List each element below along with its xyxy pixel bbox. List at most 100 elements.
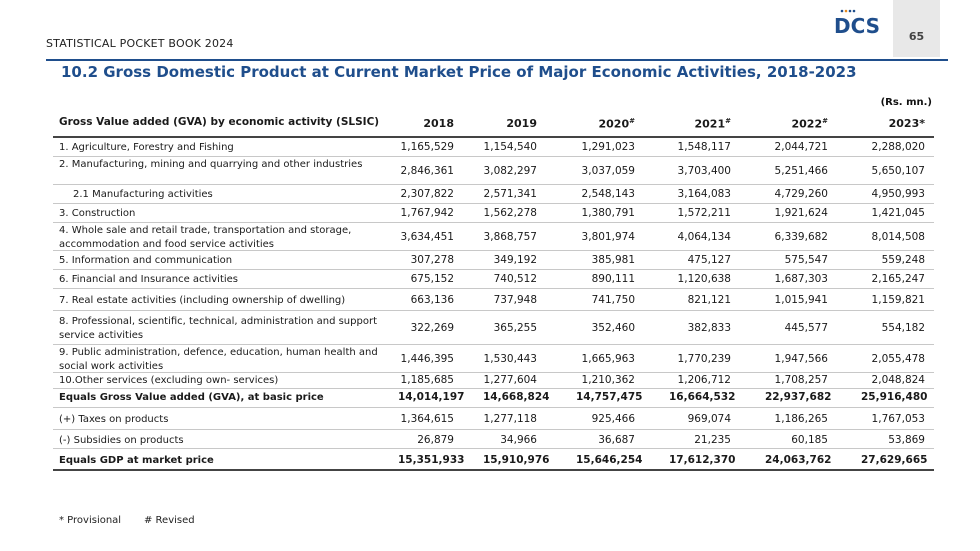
table-row: 10.Other services (excluding own- servic…	[53, 373, 934, 389]
table-row: 3. Construction 1,767,942 1,562,278 1,380,7…	[53, 204, 934, 223]
table-row: 5. Information and communication 307,278 3…	[53, 251, 934, 270]
cell-2018: 15,351,933	[398, 454, 465, 466]
cell-2021: 16,664,532	[669, 391, 736, 403]
cell-2019: 1,277,604	[483, 374, 537, 386]
row-label: (-) Subsidies on products	[59, 435, 184, 446]
cell-2021: 1,572,211	[677, 207, 731, 219]
row-label: 9. Public administration, defence, educa…	[59, 347, 378, 372]
cell-2022: 24,063,762	[765, 454, 832, 466]
table-row: (+) Taxes on products 1,364,615 1,277,118 9…	[53, 408, 934, 430]
cell-2020: 2,548,143	[581, 188, 635, 200]
cell-2022: 22,937,682	[765, 391, 832, 403]
cell-2019: 1,154,540	[483, 141, 537, 153]
header-year-mark: *	[919, 117, 925, 130]
cell-2021: 4,064,134	[677, 231, 731, 243]
cell-2023: 2,165,247	[871, 273, 925, 285]
cell-2018: 14,014,197	[398, 391, 465, 403]
row-label: 2.1 Manufacturing activities	[73, 189, 213, 200]
cell-2022: 1,186,265	[774, 413, 828, 425]
cell-2022: 1,015,941	[774, 294, 828, 306]
table-header-row: Gross Value added (GVA) by economic acti…	[53, 111, 934, 138]
header-rule	[46, 59, 948, 61]
cell-2023: 25,916,480	[861, 391, 928, 403]
header-year-text: 2018	[423, 117, 454, 130]
table-row: Equals GDP at market price 15,351,933 15,9…	[53, 449, 934, 471]
cell-2022: 4,729,260	[774, 188, 828, 200]
cell-2022: 445,577	[784, 322, 828, 334]
table-row: 6. Financial and Insurance activities 675…	[53, 270, 934, 289]
cell-2021: 1,770,239	[677, 353, 731, 365]
cell-2023: 559,248	[881, 254, 925, 266]
cell-2020: 14,757,475	[576, 391, 643, 403]
cell-2020: 385,981	[591, 254, 635, 266]
header-year-1: 2019	[483, 117, 537, 130]
cell-2019: 1,530,443	[483, 353, 537, 365]
header-year-text: 2019	[506, 117, 537, 130]
cell-2018: 1,165,529	[400, 141, 454, 153]
cell-2019: 365,255	[493, 322, 537, 334]
units-label: (Rs. mn.)	[880, 97, 932, 108]
cell-2019: 2,571,341	[483, 188, 537, 200]
header-year-0: 2018	[398, 117, 454, 130]
row-label: 4. Whole sale and retail trade, transpor…	[59, 225, 352, 250]
header-year-mark: #	[629, 117, 635, 125]
header-year-mark: #	[725, 117, 731, 125]
cell-2022: 60,185	[791, 434, 828, 446]
header-year-text: 2020	[598, 117, 630, 131]
cell-2021: 475,127	[687, 254, 731, 266]
cell-2020: 1,380,791	[581, 207, 635, 219]
cell-2018: 663,136	[410, 294, 454, 306]
page-number-box: 65	[893, 0, 940, 57]
cell-2018: 3,634,451	[400, 231, 454, 243]
cell-2020: 15,646,254	[576, 454, 643, 466]
footnote-revised: # Revised	[144, 515, 195, 526]
cell-2023: 27,629,665	[861, 454, 928, 466]
row-label: Equals GDP at market price	[59, 455, 214, 466]
logo-dots-icon	[840, 9, 856, 13]
page-number: 65	[908, 30, 925, 43]
cell-2019: 740,512	[493, 273, 537, 285]
cell-2021: 969,074	[687, 413, 731, 425]
cell-2021: 1,206,712	[677, 374, 731, 386]
row-label: 3. Construction	[59, 208, 136, 219]
cell-2018: 1,767,942	[400, 207, 454, 219]
cell-2022: 1,947,566	[774, 353, 828, 365]
header-year-text: 2022	[791, 117, 823, 131]
header-year-3: 2021#	[669, 117, 732, 131]
row-label: 10.Other services (excluding own- servic…	[59, 375, 279, 386]
table-row: 7. Real estate activities (including own…	[53, 289, 934, 311]
cell-2020: 741,750	[591, 294, 635, 306]
cell-2019: 737,948	[493, 294, 537, 306]
cell-2019: 15,910,976	[483, 454, 550, 466]
cell-2020: 36,687	[598, 434, 635, 446]
cell-2022: 5,251,466	[774, 165, 828, 177]
cell-2020: 1,665,963	[581, 353, 635, 365]
cell-2022: 1,687,303	[774, 273, 828, 285]
cell-2023: 2,055,478	[871, 353, 925, 365]
cell-2021: 21,235	[694, 434, 731, 446]
cell-2023: 5,650,107	[871, 165, 925, 177]
cell-2022: 575,547	[784, 254, 828, 266]
cell-2020: 1,291,023	[581, 141, 635, 153]
cell-2021: 1,548,117	[677, 141, 731, 153]
table-row: 2.1 Manufacturing activities 2,307,822 2,5…	[53, 185, 934, 204]
cell-2021: 821,121	[687, 294, 731, 306]
cell-2023: 1,421,045	[871, 207, 925, 219]
cell-2018: 1,364,615	[400, 413, 454, 425]
cell-2021: 3,164,083	[677, 188, 731, 200]
cell-2022: 6,339,682	[774, 231, 828, 243]
cell-2023: 554,182	[881, 322, 925, 334]
table-row: 2. Manufacturing, mining and quarrying a…	[53, 157, 934, 185]
row-label: 1. Agriculture, Forestry and Fishing	[59, 142, 234, 153]
cell-2023: 53,869	[888, 434, 925, 446]
cell-2019: 1,562,278	[483, 207, 537, 219]
publication-title: STATISTICAL POCKET BOOK 2024	[46, 37, 234, 50]
header-year-mark: #	[822, 117, 828, 125]
cell-2023: 1,159,821	[871, 294, 925, 306]
table-row: 4. Whole sale and retail trade, transpor…	[53, 223, 934, 251]
cell-2018: 1,446,395	[400, 353, 454, 365]
cell-2018: 2,846,361	[400, 165, 454, 177]
cell-2022: 1,921,624	[774, 207, 828, 219]
row-label: (+) Taxes on products	[59, 414, 169, 425]
cell-2019: 3,082,297	[483, 165, 537, 177]
